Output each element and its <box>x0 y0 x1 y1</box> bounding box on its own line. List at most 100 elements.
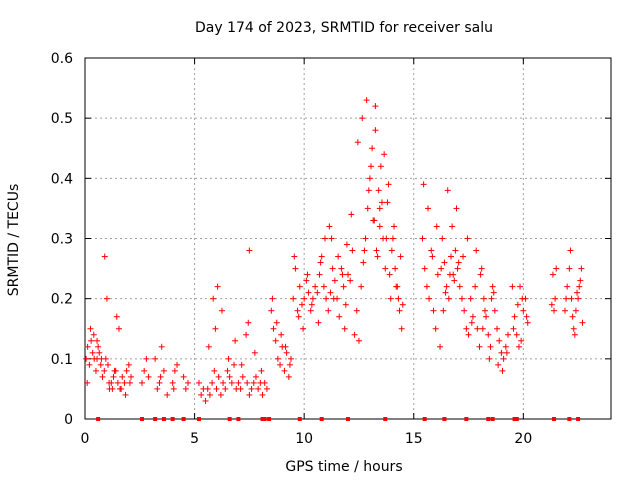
data-point <box>480 295 487 302</box>
data-point <box>101 253 108 260</box>
data-point <box>328 235 335 242</box>
data-point <box>145 373 152 380</box>
data-point <box>268 307 275 314</box>
gap-marker <box>552 417 557 421</box>
gap-marker <box>96 417 101 421</box>
data-point <box>301 295 308 302</box>
gap-marker <box>567 417 572 421</box>
data-point <box>338 265 345 272</box>
data-point <box>292 265 299 272</box>
data-point <box>340 283 347 290</box>
y-tick-label: 0 <box>64 412 73 428</box>
x-axis-label: GPS time / hours <box>285 459 402 475</box>
data-point <box>579 319 586 326</box>
data-point <box>110 373 117 380</box>
gap-marker <box>319 417 324 421</box>
data-point <box>362 235 369 242</box>
data-point <box>143 355 150 362</box>
data-point <box>317 259 324 266</box>
x-tick-label: 0 <box>81 431 90 447</box>
data-point <box>307 307 314 314</box>
data-point <box>513 331 520 338</box>
data-point <box>95 343 102 350</box>
data-point <box>214 283 221 290</box>
data-point <box>574 289 581 296</box>
data-point <box>568 295 575 302</box>
data-points <box>83 97 586 404</box>
data-point <box>218 307 225 314</box>
data-point <box>494 325 501 332</box>
data-point <box>426 295 433 302</box>
data-point <box>97 361 104 368</box>
gap-marker <box>236 417 241 421</box>
data-point <box>237 385 244 392</box>
data-point <box>195 379 202 386</box>
data-point <box>570 325 577 332</box>
data-point <box>389 235 396 242</box>
data-point <box>491 307 498 314</box>
data-point <box>84 379 91 386</box>
gap-marker <box>512 417 517 421</box>
data-point <box>383 235 390 242</box>
gap-marker <box>297 417 302 421</box>
gap-marker <box>267 417 272 421</box>
data-point <box>483 313 490 320</box>
data-point <box>446 271 453 278</box>
data-point <box>500 355 507 362</box>
y-tick-label: 0.4 <box>51 171 73 187</box>
data-point <box>485 331 492 338</box>
data-point <box>486 355 493 362</box>
data-point <box>348 211 355 218</box>
data-point <box>318 253 325 260</box>
data-point <box>160 367 167 374</box>
data-point <box>369 145 376 152</box>
data-point <box>511 313 518 320</box>
data-point <box>452 247 459 254</box>
data-point <box>180 373 187 380</box>
data-point <box>445 295 452 302</box>
data-point <box>372 127 379 134</box>
data-point <box>455 259 462 266</box>
data-point <box>428 247 435 254</box>
data-point <box>235 379 242 386</box>
data-point <box>388 247 395 254</box>
data-point <box>278 331 285 338</box>
data-point <box>182 385 189 392</box>
y-axis-label: SRMTID / TECUs <box>6 184 22 297</box>
data-point <box>277 361 284 368</box>
data-point <box>272 337 279 344</box>
data-point <box>295 313 302 320</box>
data-point <box>481 307 488 314</box>
data-point <box>460 253 467 260</box>
data-point <box>421 265 428 272</box>
data-point <box>225 355 232 362</box>
data-point <box>286 361 293 368</box>
data-point <box>569 313 576 320</box>
data-point <box>335 253 342 260</box>
data-point <box>343 241 350 248</box>
data-point <box>170 385 177 392</box>
data-point <box>370 217 377 224</box>
data-point <box>551 307 558 314</box>
data-point <box>252 373 259 380</box>
gap-marker <box>486 417 491 421</box>
data-point <box>461 307 468 314</box>
data-point <box>231 361 238 368</box>
gap-marker <box>346 417 350 421</box>
data-point <box>115 325 122 332</box>
data-point <box>515 343 522 350</box>
data-point <box>308 301 315 308</box>
data-point <box>125 361 132 368</box>
data-point <box>386 271 393 278</box>
data-point <box>288 355 295 362</box>
data-point <box>430 307 437 314</box>
data-point <box>327 289 334 296</box>
data-point <box>312 283 319 290</box>
data-point <box>548 301 555 308</box>
data-point <box>228 379 235 386</box>
data-point <box>273 319 280 326</box>
data-point <box>220 379 227 386</box>
data-point <box>99 373 106 380</box>
data-point <box>575 295 582 302</box>
